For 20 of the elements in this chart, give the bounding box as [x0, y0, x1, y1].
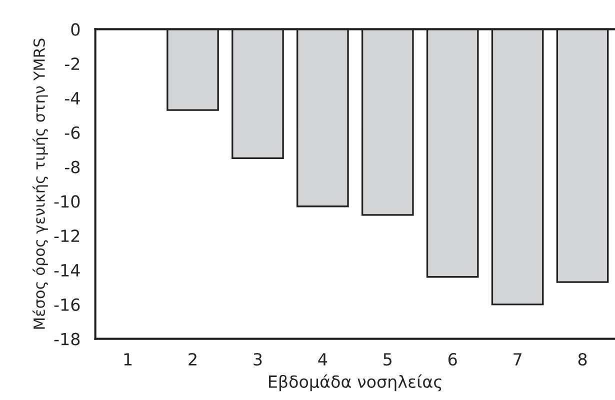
y-tick-label: -12 — [54, 230, 80, 242]
x-tick-label: 2 — [188, 352, 196, 366]
y-axis-title: Μέσος όρος γενικής τιμής στην YMRS — [32, 38, 48, 329]
x-tick-label: 5 — [384, 353, 392, 366]
x-tick-label: 3 — [254, 352, 262, 366]
y-tick-label: -10 — [54, 195, 80, 208]
y-tick-label: -14 — [54, 264, 80, 276]
x-tick-label: 7 — [514, 353, 522, 366]
x-tick-label: 8 — [578, 352, 587, 366]
y-tick-label: 0 — [71, 23, 80, 36]
y-tick-label: -18 — [54, 332, 80, 346]
y-tick-label: -16 — [54, 298, 80, 311]
y-tick-label: -4 — [64, 92, 80, 104]
y-tick-label: -8 — [64, 160, 80, 174]
x-tick-label: 6 — [448, 352, 457, 366]
y-tick-label: -2 — [64, 58, 80, 70]
x-axis-title: Εβδομάδα νοσηλείας — [269, 374, 442, 392]
x-tick-label: 1 — [124, 353, 132, 366]
y-tick-label: -6 — [64, 126, 80, 139]
x-tick-label: 4 — [318, 353, 328, 366]
